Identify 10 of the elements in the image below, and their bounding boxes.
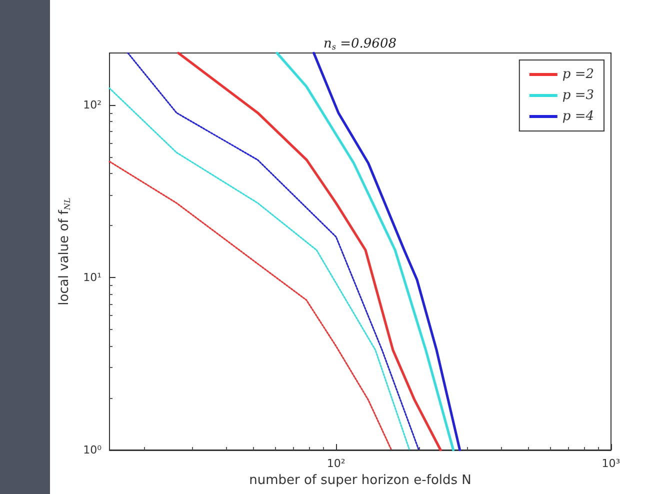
legend-label: p =2 (562, 67, 594, 82)
y-tick-label: 10¹ (83, 270, 102, 284)
x-axis-title: number of super horizon e-folds N (249, 472, 472, 488)
y-axis-title: local value of fNL (57, 198, 72, 306)
x-tick-label: 10³ (602, 457, 620, 470)
legend-label: p =3 (562, 88, 594, 103)
y-tick-label: 10² (83, 98, 102, 112)
y-tick-label: 10⁰ (83, 444, 102, 456)
legend-label: p =4 (562, 109, 594, 124)
chart-title: ns =0.9608 (324, 36, 396, 52)
